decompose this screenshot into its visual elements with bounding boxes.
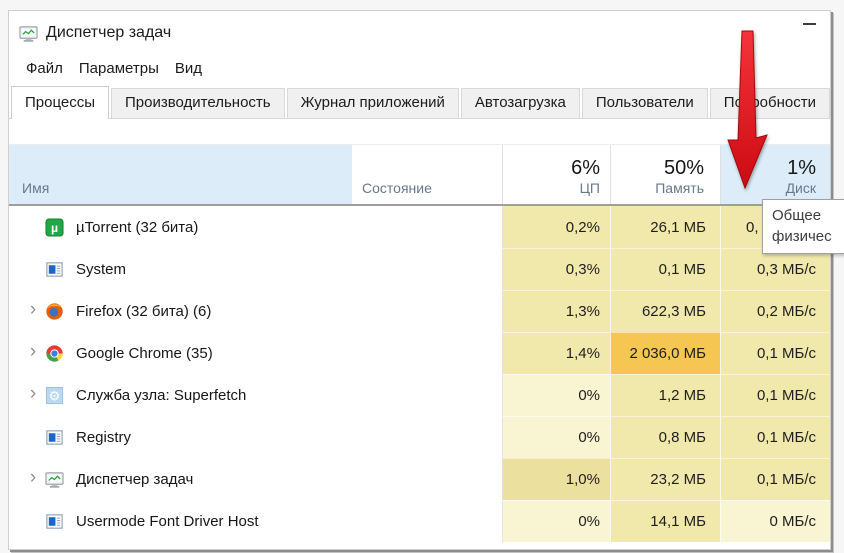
memory-value-cell: 0,1 МБ <box>610 248 720 290</box>
app-window-icon <box>45 260 64 279</box>
process-name: Google Chrome (35) <box>76 344 213 362</box>
disk-value-cell: 0,1 МБ/с <box>720 374 830 416</box>
cpu-value-cell: 0,2% <box>502 206 610 248</box>
minimize-button[interactable] <box>803 23 816 25</box>
tooltip-line-2: физичес <box>772 228 832 245</box>
disk-value-cell: 0,1 МБ/с <box>720 416 830 458</box>
table-row[interactable]: › Usermode Font Driver Host 0% 14,1 МБ 0… <box>9 500 830 542</box>
memory-value-cell: 2 036,0 МБ <box>610 332 720 374</box>
cpu-value-cell: 0% <box>502 374 610 416</box>
app-window-icon <box>45 512 64 531</box>
expand-chevron-icon[interactable]: › <box>29 467 37 488</box>
process-name-cell[interactable]: › Usermode Font Driver Host <box>9 500 352 542</box>
tab-bar: Процессы Производительность Журнал прило… <box>9 82 830 119</box>
cpu-value-cell: 1,4% <box>502 332 610 374</box>
firefox-icon <box>45 302 64 321</box>
status-cell <box>352 458 502 500</box>
status-cell <box>352 290 502 332</box>
cpu-value-cell: 1,3% <box>502 290 610 332</box>
tab-app-history[interactable]: Журнал приложений <box>286 88 459 118</box>
expand-chevron-icon[interactable]: › <box>29 383 37 404</box>
cpu-value-cell: 0% <box>502 500 610 542</box>
cpu-value-cell: 0,3% <box>502 248 610 290</box>
menu-options[interactable]: Параметры <box>78 60 159 77</box>
title-bar: Диспетчер задач <box>9 11 830 55</box>
process-name: Диспетчер задач <box>76 470 194 488</box>
disk-value-cell: 0 МБ/с <box>720 500 830 542</box>
tooltip-line-1: Общее <box>772 207 822 224</box>
table-row[interactable]: › Registry 0% 0,8 МБ 0,1 МБ/с <box>9 416 830 458</box>
cpu-total-percent: 6% <box>571 157 600 179</box>
process-name: Registry <box>76 428 132 446</box>
process-name-cell[interactable]: › Служба узла: Superfetch <box>9 374 352 416</box>
status-cell <box>352 374 502 416</box>
process-table-body: › µTorrent (32 бита) 0,2% 26,1 МБ 0, › S… <box>9 206 830 542</box>
disk-value-cell: 0,1 МБ/с <box>720 458 830 500</box>
utorrent-icon <box>45 218 64 237</box>
memory-total-percent: 50% <box>663 157 704 179</box>
table-row[interactable]: › Диспетчер задач 1,0% 23,2 МБ 0,1 МБ/с <box>9 458 830 500</box>
disk-total-percent: 1% <box>787 157 816 179</box>
column-header-memory[interactable]: 50% Память <box>610 145 720 204</box>
chrome-icon <box>45 344 64 363</box>
tab-startup[interactable]: Автозагрузка <box>460 88 580 118</box>
task-manager-icon <box>45 470 64 489</box>
tab-details[interactable]: Подробности <box>709 88 830 118</box>
process-name-cell[interactable]: › Google Chrome (35) <box>9 332 352 374</box>
disk-value-cell: 0,3 МБ/с <box>720 248 830 290</box>
process-name-cell[interactable]: › µTorrent (32 бита) <box>9 206 352 248</box>
tab-performance[interactable]: Производительность <box>111 88 285 118</box>
memory-value-cell: 14,1 МБ <box>610 500 720 542</box>
table-row[interactable]: › Служба узла: Superfetch 0% 1,2 МБ 0,1 … <box>9 374 830 416</box>
table-row[interactable]: › Firefox (32 бита) (6) 1,3% 622,3 МБ 0,… <box>9 290 830 332</box>
status-cell <box>352 206 502 248</box>
menu-file[interactable]: Файл <box>26 60 63 77</box>
memory-value-cell: 622,3 МБ <box>610 290 720 332</box>
memory-value-cell: 26,1 МБ <box>610 206 720 248</box>
service-gear-icon <box>45 386 64 405</box>
task-manager-window: Диспетчер задач Файл Параметры Вид Проце… <box>8 10 831 550</box>
process-name-cell[interactable]: › Registry <box>9 416 352 458</box>
memory-value-cell: 1,2 МБ <box>610 374 720 416</box>
toolbar-gap <box>9 119 830 144</box>
disk-column-tooltip: Общее физичес <box>762 199 844 254</box>
status-cell <box>352 332 502 374</box>
process-name-cell[interactable]: › System <box>9 248 352 290</box>
table-header: Имя Состояние 6% ЦП 50% Память 1% Диск <box>9 144 830 206</box>
status-cell <box>352 248 502 290</box>
cpu-value-cell: 1,0% <box>502 458 610 500</box>
menu-view[interactable]: Вид <box>174 60 202 77</box>
window-title: Диспетчер задач <box>46 24 172 41</box>
process-name: Usermode Font Driver Host <box>76 512 259 530</box>
process-name-cell[interactable]: › Firefox (32 бита) (6) <box>9 290 352 332</box>
column-header-status[interactable]: Состояние <box>362 180 432 196</box>
status-cell <box>352 500 502 542</box>
table-row[interactable]: › System 0,3% 0,1 МБ 0,3 МБ/с <box>9 248 830 290</box>
expand-chevron-icon[interactable]: › <box>29 299 37 320</box>
disk-value-cell: 0,2 МБ/с <box>720 290 830 332</box>
process-name-cell[interactable]: › Диспетчер задач <box>9 458 352 500</box>
tab-users[interactable]: Пользователи <box>581 88 708 118</box>
table-row[interactable]: › Google Chrome (35) 1,4% 2 036,0 МБ 0,1… <box>9 332 830 374</box>
tab-processes[interactable]: Процессы <box>11 86 110 119</box>
task-manager-icon <box>19 24 38 43</box>
column-header-name[interactable]: Имя <box>9 145 352 204</box>
process-name: Служба узла: Superfetch <box>76 386 247 404</box>
status-cell <box>352 416 502 458</box>
column-header-disk[interactable]: 1% Диск <box>720 145 830 204</box>
process-name: µTorrent (32 бита) <box>76 218 199 236</box>
disk-value-cell: 0,1 МБ/с <box>720 332 830 374</box>
menu-bar: Файл Параметры Вид <box>9 55 830 82</box>
app-window-icon <box>45 428 64 447</box>
table-row[interactable]: › µTorrent (32 бита) 0,2% 26,1 МБ 0, <box>9 206 830 248</box>
column-header-cpu[interactable]: 6% ЦП <box>502 145 610 204</box>
memory-value-cell: 23,2 МБ <box>610 458 720 500</box>
process-name: System <box>76 260 127 278</box>
expand-chevron-icon[interactable]: › <box>29 341 37 362</box>
cpu-value-cell: 0% <box>502 416 610 458</box>
memory-value-cell: 0,8 МБ <box>610 416 720 458</box>
process-name: Firefox (32 бита) (6) <box>76 302 212 320</box>
